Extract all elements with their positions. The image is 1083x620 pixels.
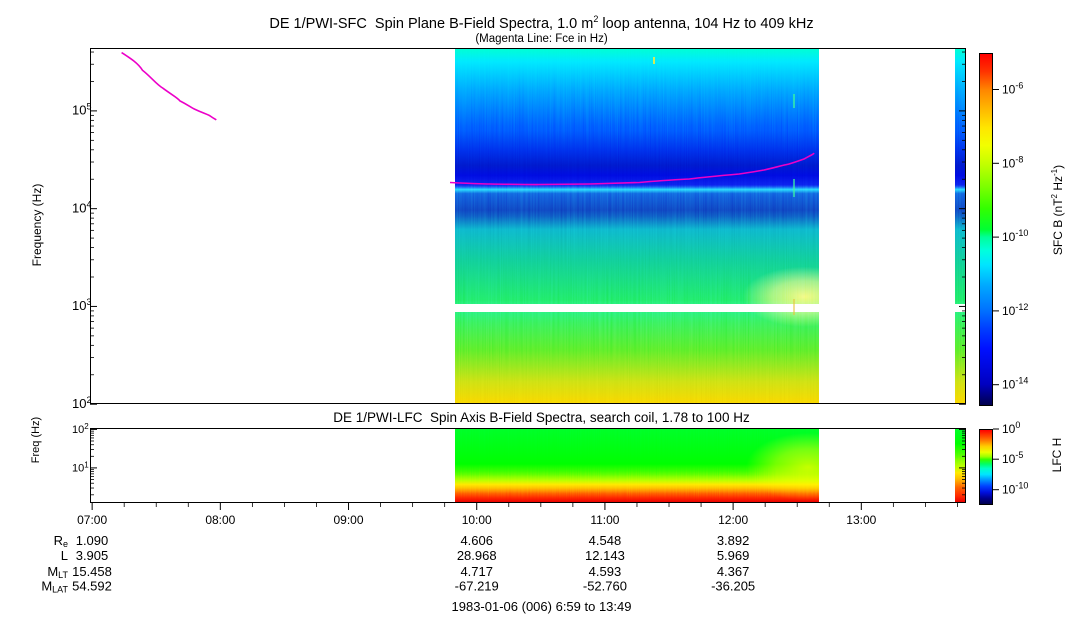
svg-text:3.892: 3.892 <box>717 533 750 548</box>
svg-text:28.968: 28.968 <box>457 548 497 563</box>
svg-text:102: 102 <box>72 395 91 411</box>
svg-text:105: 105 <box>72 102 91 118</box>
svg-text:Re: Re <box>54 533 68 549</box>
svg-text:4.717: 4.717 <box>460 564 493 579</box>
svg-text:15.458: 15.458 <box>72 564 112 579</box>
svg-text:L: L <box>61 548 68 563</box>
svg-text:-67.219: -67.219 <box>455 579 499 594</box>
svg-text:54.592: 54.592 <box>72 579 112 594</box>
svg-text:101: 101 <box>72 461 89 475</box>
svg-text:1983-01-06 (006) 6:59 to 13:49: 1983-01-06 (006) 6:59 to 13:49 <box>452 599 632 614</box>
svg-text:4.548: 4.548 <box>589 533 622 548</box>
svg-text:1.090: 1.090 <box>76 533 109 548</box>
svg-text:104: 104 <box>72 200 91 216</box>
svg-text:-36.205: -36.205 <box>711 579 755 594</box>
svg-text:12:00: 12:00 <box>718 513 748 527</box>
svg-text:-52.760: -52.760 <box>583 579 627 594</box>
svg-text:4.367: 4.367 <box>717 564 750 579</box>
svg-text:4.606: 4.606 <box>460 533 493 548</box>
svg-text:11:00: 11:00 <box>590 513 619 527</box>
svg-text:08:00: 08:00 <box>205 513 235 527</box>
svg-text:13:00: 13:00 <box>846 513 876 527</box>
svg-text:MLAT: MLAT <box>41 579 68 595</box>
svg-text:12.143: 12.143 <box>585 548 625 563</box>
svg-text:10:00: 10:00 <box>462 513 492 527</box>
svg-text:09:00: 09:00 <box>334 513 364 527</box>
svg-text:4.593: 4.593 <box>589 564 622 579</box>
svg-text:102: 102 <box>72 422 89 436</box>
svg-text:3.905: 3.905 <box>76 548 109 563</box>
svg-text:103: 103 <box>72 297 91 313</box>
svg-text:5.969: 5.969 <box>717 548 750 563</box>
svg-text:07:00: 07:00 <box>77 513 107 527</box>
